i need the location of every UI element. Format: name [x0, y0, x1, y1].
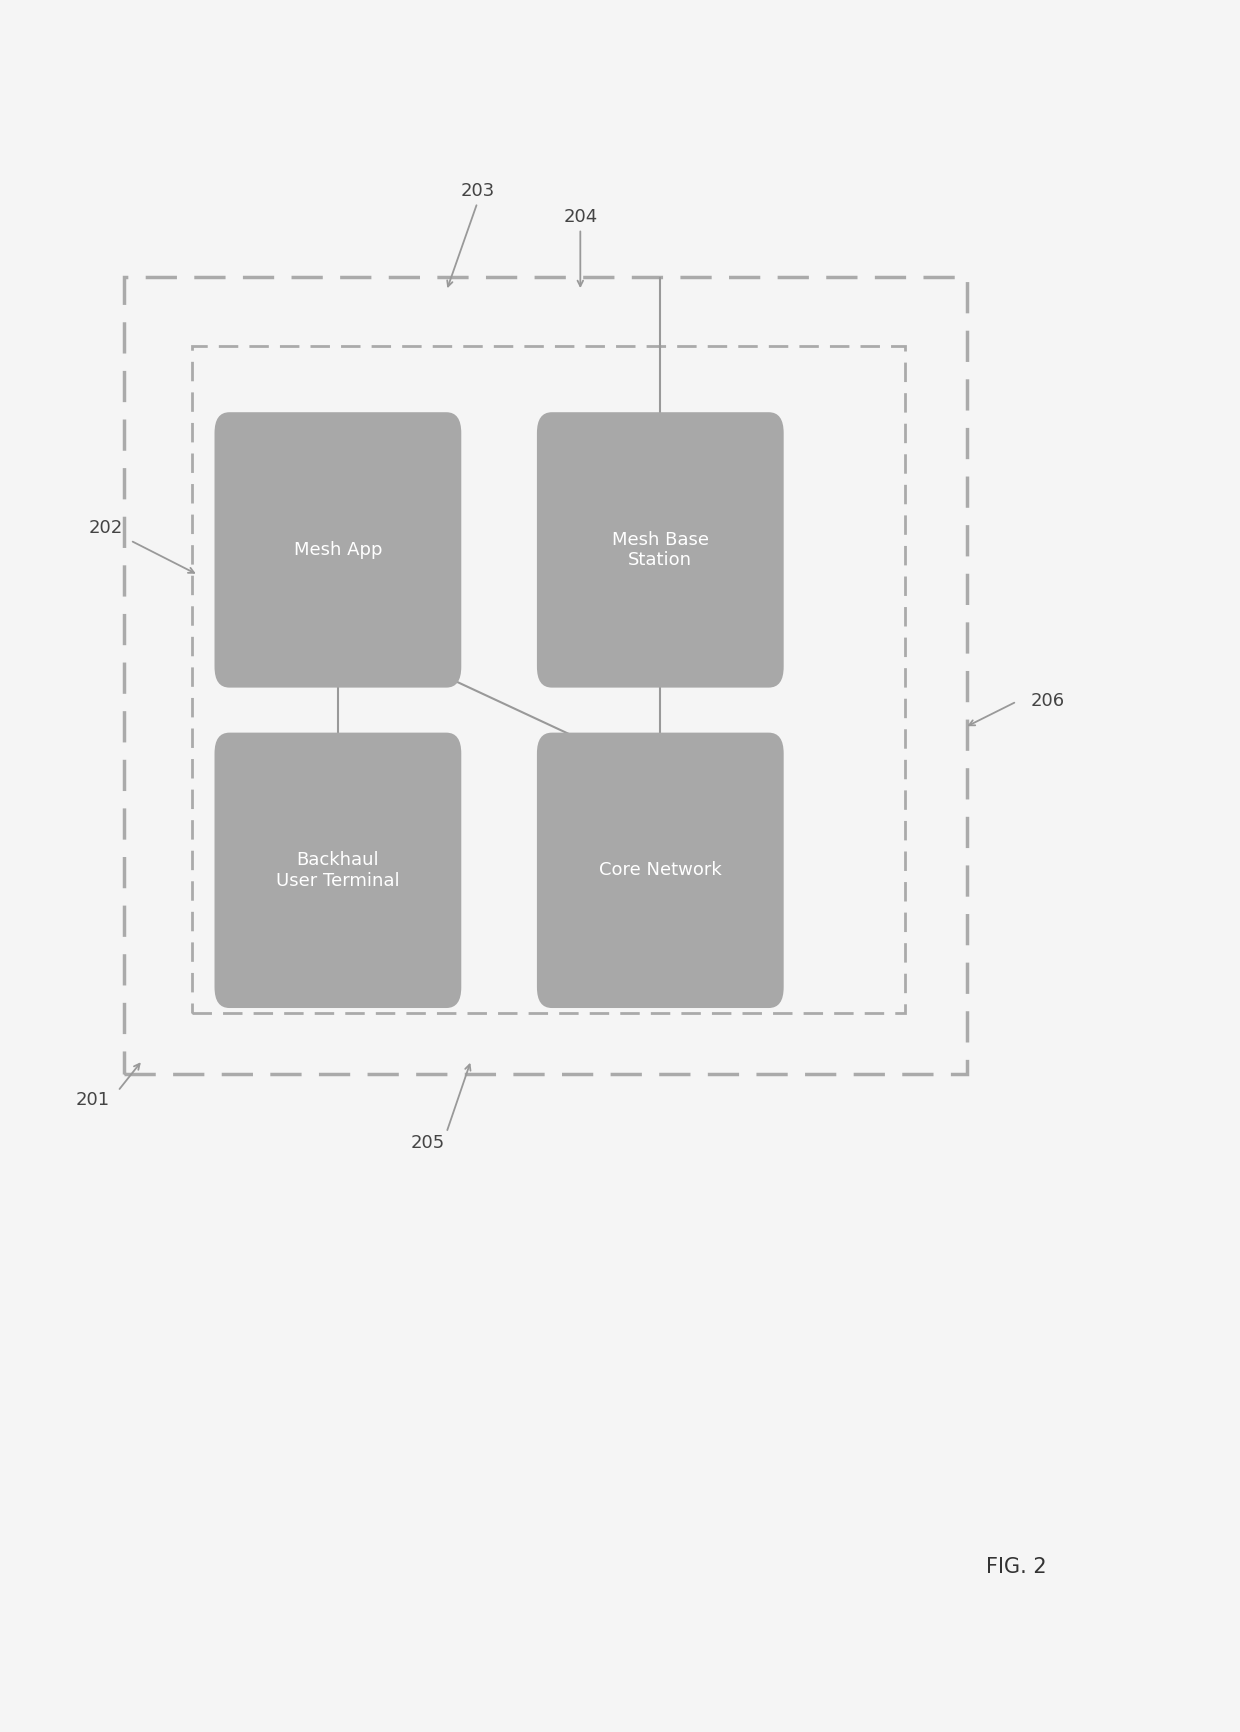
FancyBboxPatch shape — [537, 412, 784, 688]
FancyBboxPatch shape — [537, 733, 784, 1008]
FancyBboxPatch shape — [215, 412, 461, 688]
Text: Backhaul
User Terminal: Backhaul User Terminal — [277, 850, 399, 890]
Text: 206: 206 — [1030, 693, 1065, 710]
Text: 201: 201 — [76, 1091, 110, 1108]
Text: 205: 205 — [410, 1134, 445, 1152]
Text: Mesh Base
Station: Mesh Base Station — [611, 530, 709, 570]
Text: Core Network: Core Network — [599, 861, 722, 880]
FancyBboxPatch shape — [215, 733, 461, 1008]
Text: 203: 203 — [460, 182, 495, 199]
Text: FIG. 2: FIG. 2 — [987, 1557, 1047, 1578]
Text: Mesh App: Mesh App — [294, 540, 382, 559]
Text: 204: 204 — [563, 208, 598, 225]
Text: 202: 202 — [88, 520, 123, 537]
